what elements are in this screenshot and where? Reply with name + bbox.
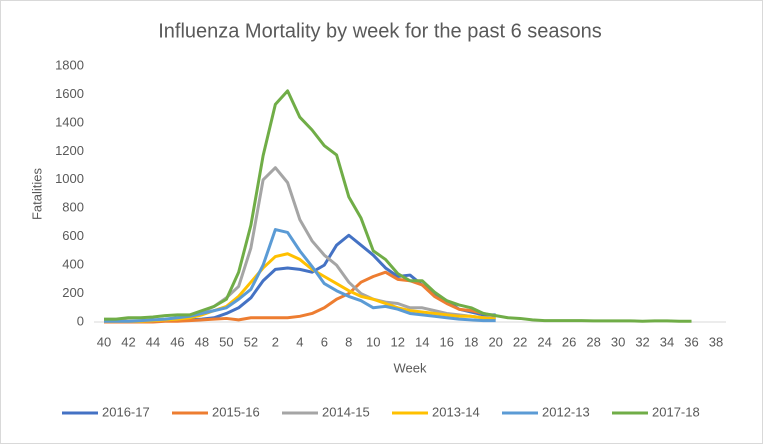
x-axis-label: Week — [394, 360, 427, 375]
x-tick-label: 22 — [513, 334, 527, 349]
x-tick-label: 8 — [345, 334, 352, 349]
x-tick-label: 50 — [219, 334, 233, 349]
x-tick-label: 52 — [244, 334, 258, 349]
y-tick-label: 1600 — [55, 86, 84, 101]
x-tick-label: 36 — [684, 334, 698, 349]
legend-label: 2016-17 — [102, 404, 150, 419]
x-tick-label: 16 — [439, 334, 453, 349]
x-tick-label: 34 — [660, 334, 674, 349]
x-tick-label: 18 — [464, 334, 478, 349]
y-tick-label: 400 — [62, 257, 84, 272]
series-line — [104, 270, 497, 324]
x-tick-label: 28 — [586, 334, 600, 349]
series-line — [104, 89, 692, 323]
y-tick-label: 0 — [77, 313, 84, 328]
y-tick-label: 200 — [62, 285, 84, 300]
x-tick-label: 26 — [562, 334, 576, 349]
x-tick-label: 44 — [146, 334, 160, 349]
legend-label: 2015-16 — [212, 404, 260, 419]
y-tick-label: 800 — [62, 200, 84, 215]
y-tick-label: 1800 — [55, 57, 84, 72]
x-tick-label: 20 — [488, 334, 502, 349]
x-tick-label: 6 — [321, 334, 328, 349]
x-tick-label: 48 — [195, 334, 209, 349]
chart-title: Influenza Mortality by week for the past… — [158, 20, 602, 42]
y-axis-label: Fatalities — [29, 167, 44, 220]
x-tick-label: 10 — [366, 334, 380, 349]
x-tick-label: 4 — [296, 334, 303, 349]
series-line — [104, 228, 496, 323]
x-tick-label: 12 — [391, 334, 405, 349]
x-tick-label: 46 — [170, 334, 184, 349]
legend-label: 2013-14 — [432, 404, 480, 419]
x-tick-label: 38 — [709, 334, 723, 349]
legend-label: 2014-15 — [322, 404, 370, 419]
y-tick-label: 1200 — [55, 143, 84, 158]
x-tick-label: 32 — [635, 334, 649, 349]
x-tick-label: 24 — [537, 334, 551, 349]
y-tick-label: 1000 — [55, 171, 84, 186]
x-tick-label: 30 — [611, 334, 625, 349]
x-tick-label: 40 — [97, 334, 111, 349]
x-tick-label: 42 — [121, 334, 135, 349]
legend-label: 2012-13 — [542, 404, 590, 419]
y-tick-label: 600 — [62, 228, 84, 243]
legend-label: 2017-18 — [652, 404, 700, 419]
x-tick-label: 14 — [415, 334, 429, 349]
x-tick-label: 2 — [272, 334, 279, 349]
y-tick-label: 1400 — [55, 114, 84, 129]
